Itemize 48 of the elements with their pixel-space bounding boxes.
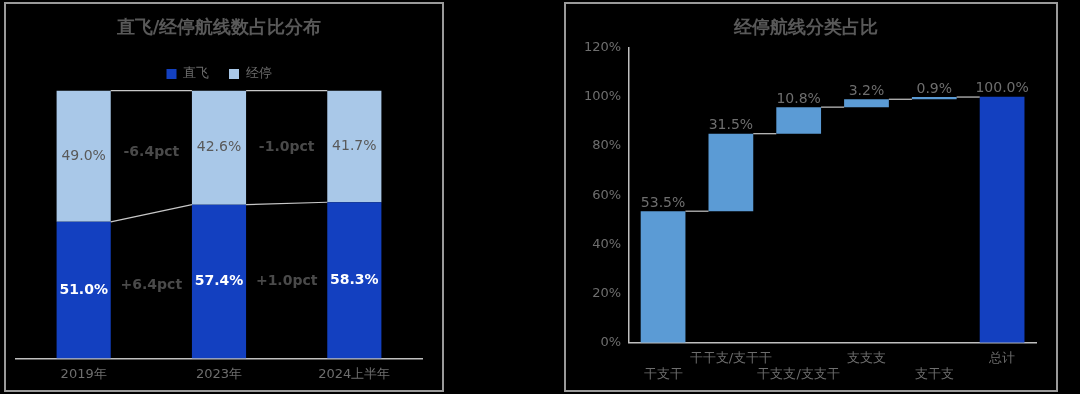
y-tick-label: 20% [592,284,622,300]
x-tick-label: 总计 [988,349,1016,365]
legend-label: 直飞 [183,65,209,81]
x-tick-label: 支干支 [914,365,954,381]
bar [776,107,822,134]
bar [191,90,247,205]
bar [640,211,686,343]
bar [56,90,111,222]
annotation: +1.0pct [255,271,318,288]
x-tick-label: 2019年 [60,365,107,381]
data-label: 3.2% [848,81,885,98]
data-label: 53.5% [640,193,686,210]
x-tick-label: 2024上半年 [318,365,391,381]
x-tick-label: 干干支/支干干 [689,349,773,365]
y-tick-label: 80% [592,137,622,153]
data-label: 41.7% [332,137,377,154]
bar [191,204,247,359]
x-tick-label: 干支支/支支干 [757,365,840,381]
bar [327,90,382,203]
y-tick-label: 0% [600,334,622,350]
y-tick-label: 100% [583,88,622,104]
chart-title: 经停航线分类占比 [733,16,878,38]
data-label: 100.0% [975,79,1029,96]
data-label: 10.8% [776,89,821,106]
bar [911,97,957,100]
bar [56,221,111,359]
annotation: -6.4pct [123,142,180,159]
data-label: 0.9% [916,79,953,96]
data-label: 58.3% [330,270,379,287]
annotation: +6.4pct [120,276,183,293]
bar [327,202,382,359]
y-tick-label: 60% [592,186,622,202]
data-label: 57.4% [194,272,244,289]
data-label: 42.6% [196,138,242,155]
data-label: 31.5% [708,116,754,133]
x-tick-label: 干支干 [643,365,683,381]
data-label: 51.0% [59,280,108,297]
x-tick-label: 支支支 [846,349,886,365]
x-tick-label: 2023年 [195,365,243,381]
bar [979,96,1025,343]
bar [844,99,889,108]
y-tick-label: 120% [583,38,622,54]
legend-label: 经停 [245,65,272,81]
annotation: -1.0pct [258,137,315,154]
chart-title: 直飞/经停航线数占比分布 [115,16,322,38]
y-tick-label: 40% [592,235,622,251]
bar [708,133,754,212]
data-label: 49.0% [61,146,106,163]
